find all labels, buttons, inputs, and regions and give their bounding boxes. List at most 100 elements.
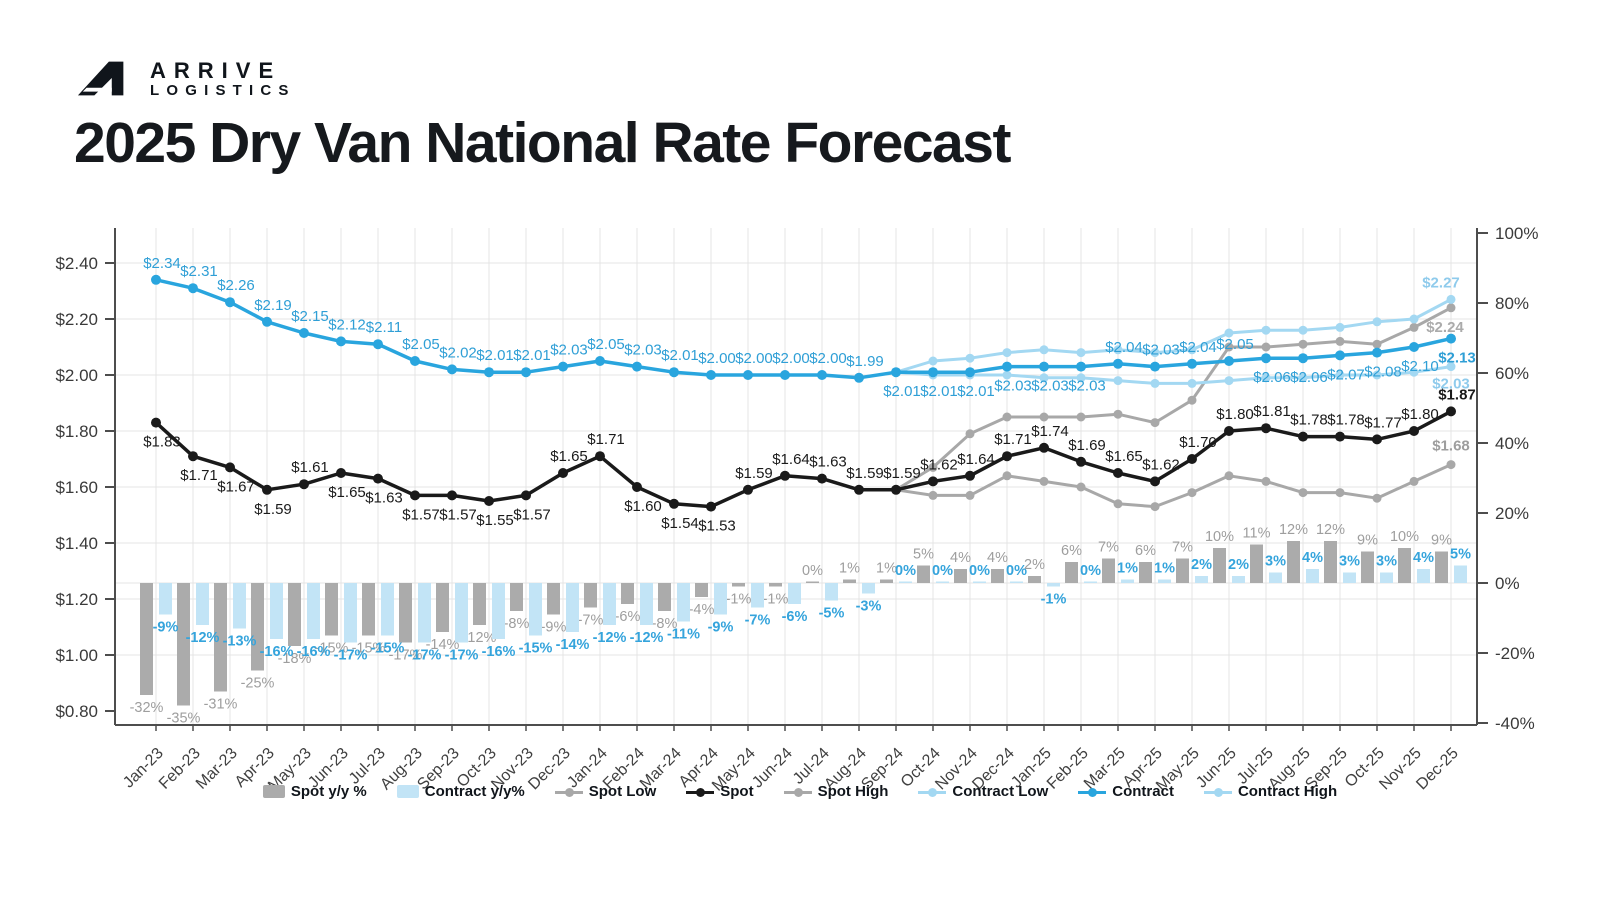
legend-swatch-line-dot	[564, 787, 574, 797]
bar-contract_yoy	[1380, 572, 1393, 583]
value-label-spot: $1.69	[1068, 437, 1106, 454]
bar-label-contract_yoy: 0%	[969, 563, 990, 579]
marker-spot	[1187, 454, 1197, 464]
bar-label-contract_yoy: 4%	[1413, 550, 1434, 566]
brand-text: ARRIVE LOGISTICS	[150, 58, 296, 101]
legend-swatch-line-dot	[1088, 787, 1098, 797]
marker-spot_high	[1298, 339, 1308, 349]
bar-label-contract_yoy: -5%	[819, 606, 845, 622]
bar-spot_yoy	[1139, 562, 1152, 583]
marker-spot	[854, 484, 864, 495]
bar-label-contract_yoy: -12%	[630, 630, 664, 646]
bar-label-spot_yoy: 10%	[1390, 529, 1419, 545]
marker-spot_low	[1002, 471, 1012, 481]
bar-contract_yoy	[159, 583, 172, 615]
value-label-spot: $1.87	[1438, 386, 1476, 403]
value-label-spot: $1.59	[735, 465, 773, 482]
bar-label-contract_yoy: -15%	[519, 641, 553, 657]
bar-label-contract_yoy: 3%	[1376, 554, 1397, 570]
value-label-contract: $2.34	[143, 255, 181, 272]
line-contract	[155, 278, 1452, 380]
bar-spot_yoy	[621, 583, 634, 604]
marker-contract_low	[1409, 367, 1419, 377]
bar-label-spot_yoy: -8%	[652, 616, 678, 632]
value-label-contract: $2.00	[772, 350, 810, 367]
marker-contract	[1372, 347, 1382, 358]
marker-spot_high	[928, 462, 938, 472]
legend-swatch-line	[1078, 785, 1107, 799]
bar-label-contract_yoy: -7%	[745, 613, 771, 629]
marker-contract_low	[1002, 370, 1012, 380]
marker-contract	[1298, 353, 1308, 364]
marker-spot	[484, 496, 494, 506]
value-label-contract: $2.00	[809, 350, 847, 367]
marker-contract	[299, 328, 309, 338]
bar-label-spot_yoy: 1%	[876, 561, 897, 577]
bar-label-contract_yoy: 0%	[932, 563, 953, 579]
legend-swatch-line	[918, 785, 947, 799]
marker-spot	[1039, 442, 1049, 453]
bar-contract_yoy	[1417, 569, 1430, 583]
value-label-spot: $1.65	[550, 448, 588, 465]
marker-contract_low	[1224, 376, 1234, 386]
marker-contract_high	[1261, 325, 1271, 335]
marker-contract	[1039, 361, 1049, 372]
bar-label-contract_yoy: -16%	[297, 644, 331, 660]
marker-spot_high	[1150, 418, 1160, 428]
value-label-spot: $1.81	[1253, 403, 1291, 420]
value-label-spot: $1.65	[1105, 448, 1143, 465]
marker-contract_low	[1261, 373, 1271, 383]
value-label-spot: $1.71	[994, 431, 1032, 448]
value-label-contract: $2.08	[1364, 364, 1402, 381]
marker-contract	[632, 361, 642, 372]
marker-spot	[447, 490, 457, 501]
marker-contract	[1261, 353, 1271, 364]
bar-label-spot_yoy: 11%	[1243, 526, 1271, 542]
bar-label-spot_yoy: 0%	[802, 563, 823, 579]
bar-label-contract_yoy: -9%	[153, 620, 179, 636]
bar-label-spot_yoy: -35%	[167, 711, 201, 727]
bar-spot_yoy	[806, 581, 819, 583]
marker-spot	[780, 470, 790, 481]
bar-label-contract_yoy: 1%	[1117, 561, 1138, 577]
marker-spot	[1372, 434, 1382, 445]
marker-contract_low	[1039, 373, 1049, 383]
bar-spot_yoy	[510, 583, 523, 611]
marker-spot_low	[1372, 493, 1382, 503]
marker-spot_high	[1002, 412, 1012, 422]
bar-contract_yoy	[196, 583, 209, 625]
bar-label-spot_yoy: -15%	[315, 641, 349, 657]
bar-label-contract_yoy: -13%	[223, 634, 257, 650]
bar-contract_yoy	[455, 583, 468, 643]
marker-spot	[262, 484, 272, 495]
bar-spot_yoy	[251, 583, 264, 671]
marker-spot_high	[1372, 339, 1382, 349]
value-label-contract: $2.03	[1031, 378, 1069, 395]
value-label-contract: $2.13	[1438, 350, 1476, 367]
value-label-spot: $1.54	[661, 515, 699, 532]
marker-spot_low	[1446, 460, 1456, 470]
marker-spot	[188, 451, 198, 462]
marker-spot	[1113, 468, 1123, 478]
value-label-contract: $2.05	[1216, 336, 1254, 353]
bar-label-contract_yoy: -17%	[334, 648, 368, 664]
line-spot_low	[895, 463, 1452, 509]
marker-contract	[743, 370, 753, 380]
value-label-spot: $1.57	[513, 506, 551, 523]
value-label-spot: $1.64	[957, 451, 995, 468]
value-label-spot: $1.57	[439, 506, 477, 523]
marker-spot	[595, 451, 605, 462]
bar-label-spot_yoy: 2%	[1024, 557, 1045, 573]
marker-spot	[225, 462, 235, 473]
value-label-contract: $2.03	[994, 378, 1032, 395]
bar-spot_yoy	[1213, 548, 1226, 583]
value-label-contract: $2.03	[1142, 342, 1180, 359]
bar-contract_yoy	[788, 583, 801, 604]
marker-spot	[743, 484, 753, 495]
bar-contract_yoy	[603, 583, 616, 625]
marker-spot_low	[1187, 488, 1197, 498]
value-label-contract: $2.05	[587, 336, 625, 353]
bar-label-spot_yoy: -17%	[389, 648, 423, 664]
marker-contract	[1446, 333, 1456, 344]
